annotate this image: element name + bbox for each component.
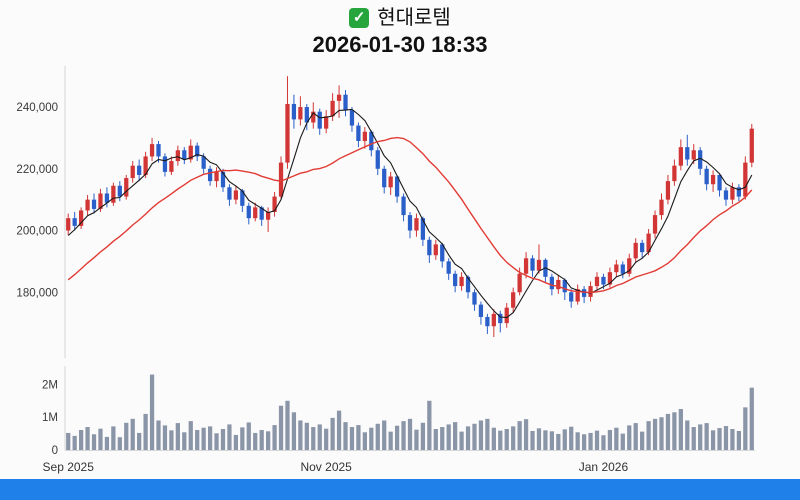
volume-axis-label: 0 bbox=[52, 445, 58, 457]
x-axis-label: Sep 2025 bbox=[42, 460, 94, 474]
candlestick-series bbox=[66, 76, 754, 338]
x-axis-label: Nov 2025 bbox=[300, 460, 352, 474]
y-axis-label: 180,000 bbox=[16, 287, 58, 299]
x-axis-labels: Sep 2025 Nov 2025 Jan 2026 bbox=[0, 457, 800, 479]
bottom-bar bbox=[0, 479, 800, 500]
volume-chart: 0 1M 2M bbox=[42, 366, 755, 457]
y-axis-label: 220,000 bbox=[16, 164, 58, 176]
volume-series bbox=[66, 374, 754, 450]
title-line: ✓ 현대로템 bbox=[0, 6, 800, 30]
check-icon: ✓ bbox=[349, 8, 370, 28]
stock-name: 현대로템 bbox=[377, 7, 451, 29]
chart-datetime: 2026-01-30 18:33 bbox=[312, 32, 488, 57]
x-axis-label: Jan 2026 bbox=[578, 460, 629, 474]
ma-short-line bbox=[67, 108, 753, 319]
volume-axis-label: 2M bbox=[42, 379, 58, 391]
volume-chart-panel: 0 1M 2M bbox=[0, 362, 800, 457]
price-chart-panel: 180,000 200,000 220,000 240,000 bbox=[0, 62, 800, 362]
y-axis-label: 200,000 bbox=[16, 226, 58, 238]
chart-header: ✓ 현대로템 2026-01-30 18:33 bbox=[0, 0, 800, 62]
price-chart: 180,000 200,000 220,000 240,000 bbox=[16, 66, 754, 358]
ma-long-line bbox=[67, 136, 753, 294]
volume-axis-label: 1M bbox=[42, 412, 58, 424]
y-axis-label: 240,000 bbox=[16, 102, 58, 114]
